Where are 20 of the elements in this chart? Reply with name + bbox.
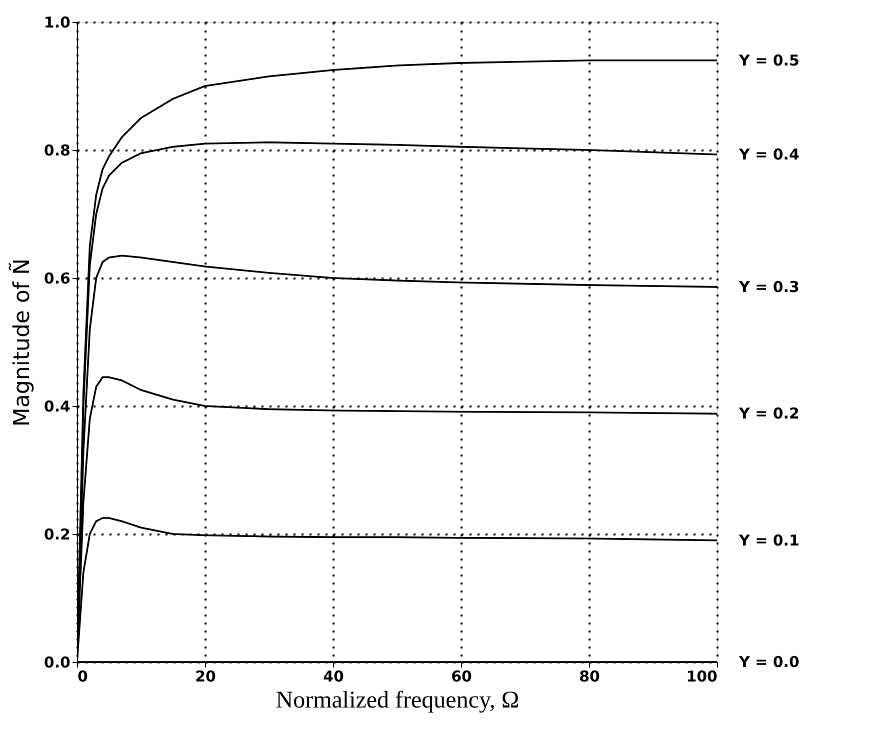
series-label: Y = 0.2 [738,404,800,423]
y-tick-label: 0.4 [44,398,70,416]
series-label: Y = 0.4 [738,145,800,164]
y-tick-label: 0.8 [44,142,70,160]
series-label: Y = 0.3 [738,278,800,296]
series-label: Y = 0.1 [738,531,800,550]
x-tick-label: 40 [323,668,344,686]
x-tick-label: 20 [195,668,216,686]
series-label: Y = 0.5 [738,51,800,70]
x-tick-label: 0 [78,668,88,686]
x-tick-label: 100 [686,668,718,686]
x-axis-title: Normalized frequency, Ω [276,688,520,714]
y-tick-label: 1.0 [44,14,70,32]
x-tick-label: 60 [451,668,472,686]
legend-label: Y = 0.0 [738,653,800,671]
y-tick-label: 0.6 [44,270,70,288]
x-tick-label: 80 [579,668,600,686]
y-tick-label: 0.0 [44,654,70,672]
y-axis-title: Magnitude of Ñ [8,258,35,427]
y-tick-label: 0.2 [44,526,70,544]
